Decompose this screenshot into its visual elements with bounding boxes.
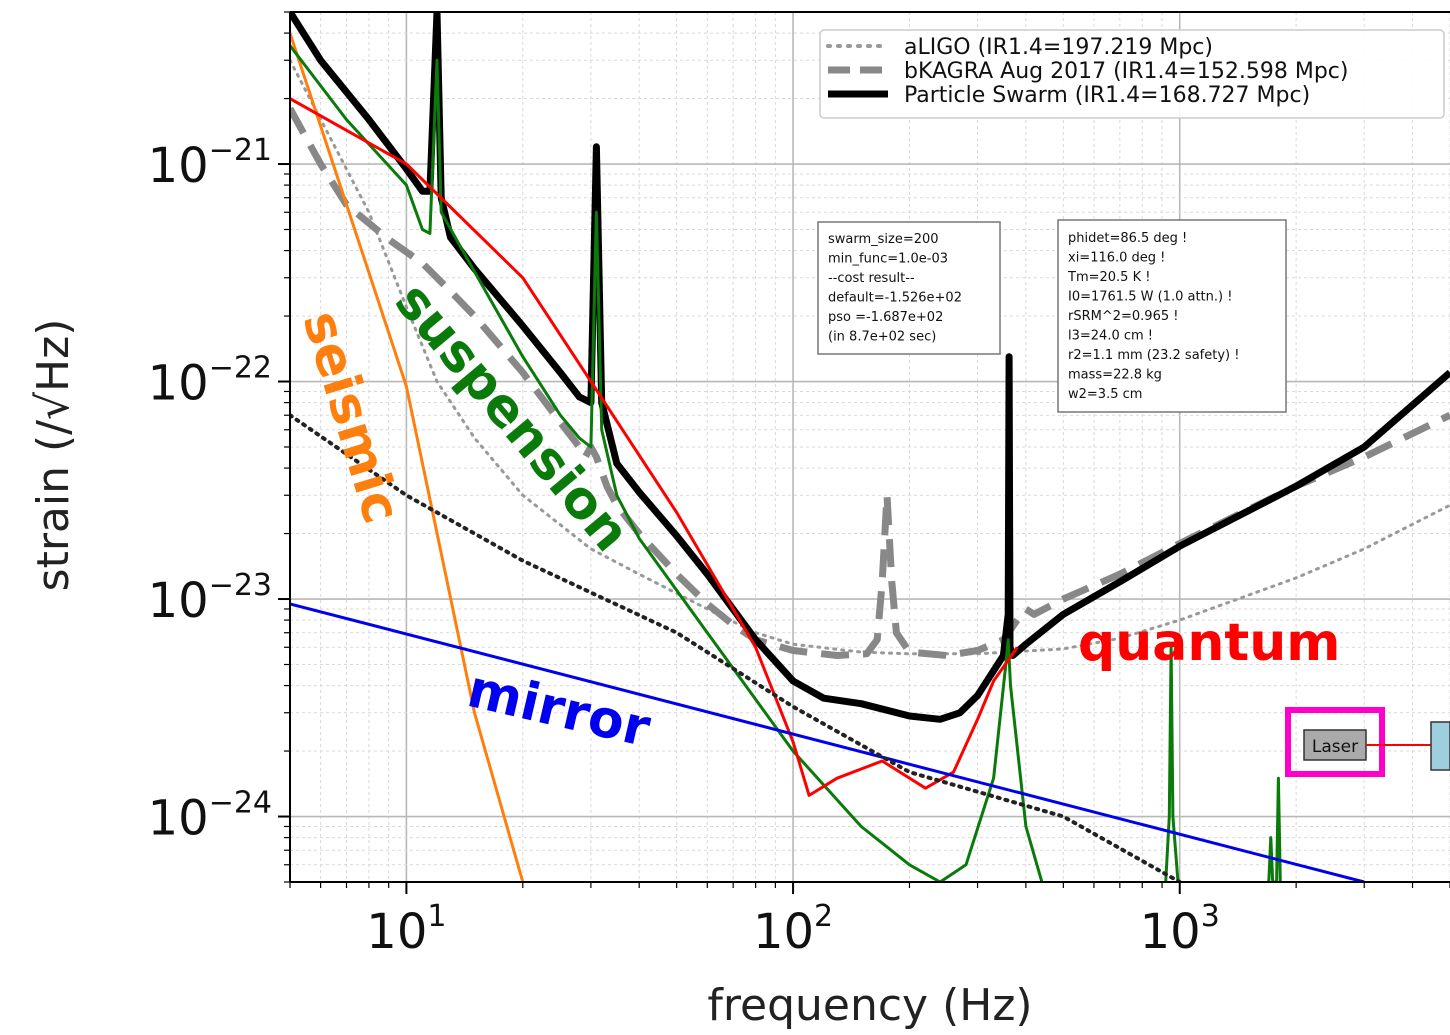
info-box-pso-line: min_func=1.0e-03 xyxy=(828,252,948,267)
plot-lines xyxy=(290,12,1450,882)
x-tick-label: 103 xyxy=(1140,899,1220,960)
x-axis-label: frequency (Hz) xyxy=(707,980,1032,1031)
laser-label: Laser xyxy=(1312,737,1358,757)
series-line-7 xyxy=(290,97,1019,797)
info-box-params: phidet=86.5 deg ! xi=116.0 deg ! Tm=20.5 K… xyxy=(1057,219,1287,413)
y-tick-label: 10−24 xyxy=(148,786,272,847)
info-box-params-line: phidet=86.5 deg ! xyxy=(1068,231,1187,246)
info-box-params-line: rSRM^2=0.965 ! xyxy=(1068,309,1178,324)
info-box-pso-line: --cost result-- xyxy=(828,271,915,286)
info-box-pso-line: swarm_size=200 xyxy=(828,232,939,247)
series-line-0 xyxy=(290,58,1450,656)
info-box-params-line: w2=3.5 cm xyxy=(1068,387,1142,402)
laser-inset: Laser xyxy=(1285,707,1450,777)
info-box-pso-line: default=-1.526e+02 xyxy=(828,291,962,306)
series-line-5 xyxy=(1164,645,1180,882)
y-tick-label: 10−21 xyxy=(148,133,272,194)
axis-ticks xyxy=(278,11,1450,894)
info-box-params-line: Tm=20.5 K ! xyxy=(1067,270,1150,285)
series-line-6 xyxy=(1267,776,1282,882)
info-box-params-line: I0=1761.5 W (1.0 attn.) ! xyxy=(1068,290,1232,305)
y-axis-label: strain (/√Hz) xyxy=(28,319,79,592)
info-box-pso-line: pso =-1.687e+02 xyxy=(828,310,943,325)
tick-labels: 101 102 103 10−21 10−22 10−23 10−24 xyxy=(148,133,1220,960)
info-box-params-line: mass=22.8 kg xyxy=(1068,368,1162,383)
series-line-8 xyxy=(290,602,1365,882)
annotation-quantum: quantum xyxy=(1078,613,1340,673)
series-line-3 xyxy=(290,32,525,882)
y-tick-label: 10−23 xyxy=(148,568,272,629)
info-box-pso-line: (in 8.7e+02 sec) xyxy=(828,330,936,345)
x-tick-label: 101 xyxy=(366,899,446,960)
series-line-1 xyxy=(290,106,1450,659)
info-box-params-line: xi=116.0 deg ! xyxy=(1068,251,1165,266)
x-tick-label: 102 xyxy=(753,899,833,960)
legend-frame xyxy=(819,29,1445,119)
series-line-4 xyxy=(290,44,1044,882)
optic-element xyxy=(1430,721,1450,771)
laser-highlight-box xyxy=(1285,707,1385,777)
info-box-params-line: l3=24.0 cm ! xyxy=(1068,329,1153,344)
legend-label-0: aLIGO (IR1.4=197.219 Mpc) xyxy=(904,35,1213,60)
legend-label-1: bKAGRA Aug 2017 (IR1.4=152.598 Mpc) xyxy=(904,59,1348,84)
legend: aLIGO (IR1.4=197.219 Mpc)bKAGRA Aug 2017… xyxy=(819,29,1445,119)
series-line-9 xyxy=(290,413,1182,882)
y-tick-label: 10−22 xyxy=(148,351,272,412)
legend-label-2: Particle Swarm (IR1.4=168.727 Mpc) xyxy=(904,83,1310,108)
info-box-pso: swarm_size=200 min_func=1.0e-03 --cost res… xyxy=(817,221,1001,355)
info-box-params-line: r2=1.1 mm (23.2 safety) ! xyxy=(1068,348,1239,363)
